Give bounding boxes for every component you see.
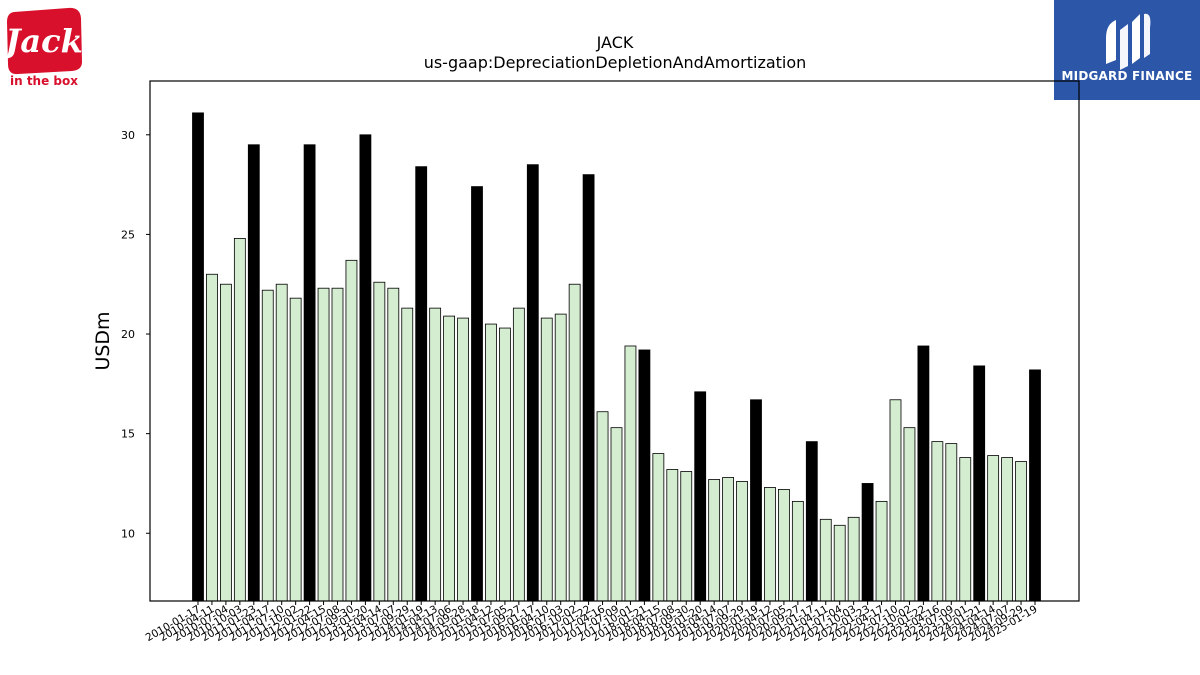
bar-annual — [917, 345, 930, 602]
bar-quarterly — [945, 443, 958, 602]
bar-quarterly — [206, 273, 218, 602]
bar-quarterly — [610, 427, 623, 602]
y-tick-label: 30 — [121, 129, 135, 142]
bar-quarterly — [680, 471, 693, 602]
plot-frame — [149, 80, 1080, 602]
y-axis-label: USDm — [92, 311, 114, 370]
svg-text:in the box: in the box — [10, 74, 78, 88]
bar-annual — [303, 144, 316, 602]
bar-quarterly — [624, 345, 637, 602]
bar-quarterly — [819, 518, 832, 602]
bar-quarterly — [275, 283, 288, 602]
bar-quarterly — [889, 399, 902, 602]
bar-quarterly — [457, 317, 469, 602]
bar-annual — [526, 164, 539, 602]
bar-quarterly — [429, 307, 442, 602]
chart-subtitle: us-gaap:DepreciationDepletionAndAmortiza… — [424, 53, 807, 72]
bar-quarterly — [847, 516, 860, 602]
bar-quarterly — [736, 481, 748, 602]
bar-annual — [1029, 369, 1041, 602]
bar-quarterly — [219, 283, 232, 602]
bar-quarterly — [931, 441, 944, 602]
bar-annual — [415, 166, 428, 602]
bar-quarterly — [345, 259, 358, 602]
bar-quarterly — [568, 283, 581, 602]
bar-quarterly — [708, 479, 721, 602]
svg-text:Jack: Jack — [6, 22, 83, 60]
bar-quarterly — [317, 287, 330, 602]
bar-quarterly — [387, 287, 400, 602]
bar-quarterly — [498, 327, 511, 602]
y-tick-label: 20 — [121, 328, 135, 341]
bar-quarterly — [875, 500, 888, 602]
bar-quarterly — [778, 489, 790, 602]
bars-group — [192, 112, 1041, 602]
jack-in-the-box-logo: Jack in the box — [0, 6, 84, 88]
bar-quarterly — [443, 315, 456, 602]
bar-annual — [805, 441, 818, 602]
bar-quarterly — [233, 237, 246, 602]
bar-quarterly — [596, 411, 609, 602]
bar-quarterly — [652, 453, 665, 602]
y-axis-ticks: 10 15 20 25 30 — [121, 129, 150, 540]
bar-quarterly — [540, 317, 553, 602]
bar-quarterly — [791, 500, 804, 602]
midgard-brand-text: MIDGARD FINANCE — [1061, 69, 1193, 83]
chart-title: JACK — [596, 33, 634, 52]
bar-annual — [359, 134, 372, 602]
bar-quarterly — [401, 307, 414, 602]
bar-quarterly — [373, 281, 386, 602]
bar-quarterly — [903, 427, 916, 602]
y-tick-label: 10 — [121, 527, 135, 540]
bar-quarterly — [554, 313, 567, 602]
bar-quarterly — [833, 524, 846, 602]
bar-annual — [973, 365, 986, 602]
y-tick-label: 25 — [121, 228, 135, 241]
bar-quarterly — [722, 477, 734, 602]
bar-quarterly — [764, 487, 776, 602]
bar-annual — [861, 483, 874, 602]
x-axis-ticks: 2010-01-172010-04-112010-07-042010-10-03… — [144, 601, 1040, 644]
bar-annual — [638, 349, 651, 602]
y-tick-label: 15 — [121, 428, 135, 441]
bar-quarterly — [485, 323, 497, 602]
bar-quarterly — [1001, 457, 1013, 602]
bar-quarterly — [959, 457, 972, 602]
midgard-finance-logo: MIDGARD FINANCE — [1054, 0, 1200, 100]
bar-quarterly — [666, 469, 679, 602]
bar-annual — [694, 391, 707, 602]
bar-quarterly — [331, 287, 344, 602]
bar-annual — [247, 144, 260, 602]
bar-quarterly — [987, 455, 1000, 602]
bar-quarterly — [289, 297, 302, 602]
bar-annual — [471, 186, 483, 602]
bar-annual — [750, 399, 762, 602]
bar-annual — [582, 174, 595, 602]
bar-quarterly — [261, 289, 274, 602]
bar-annual — [192, 112, 204, 602]
bar-quarterly — [1015, 461, 1027, 602]
bar-quarterly — [512, 307, 525, 602]
